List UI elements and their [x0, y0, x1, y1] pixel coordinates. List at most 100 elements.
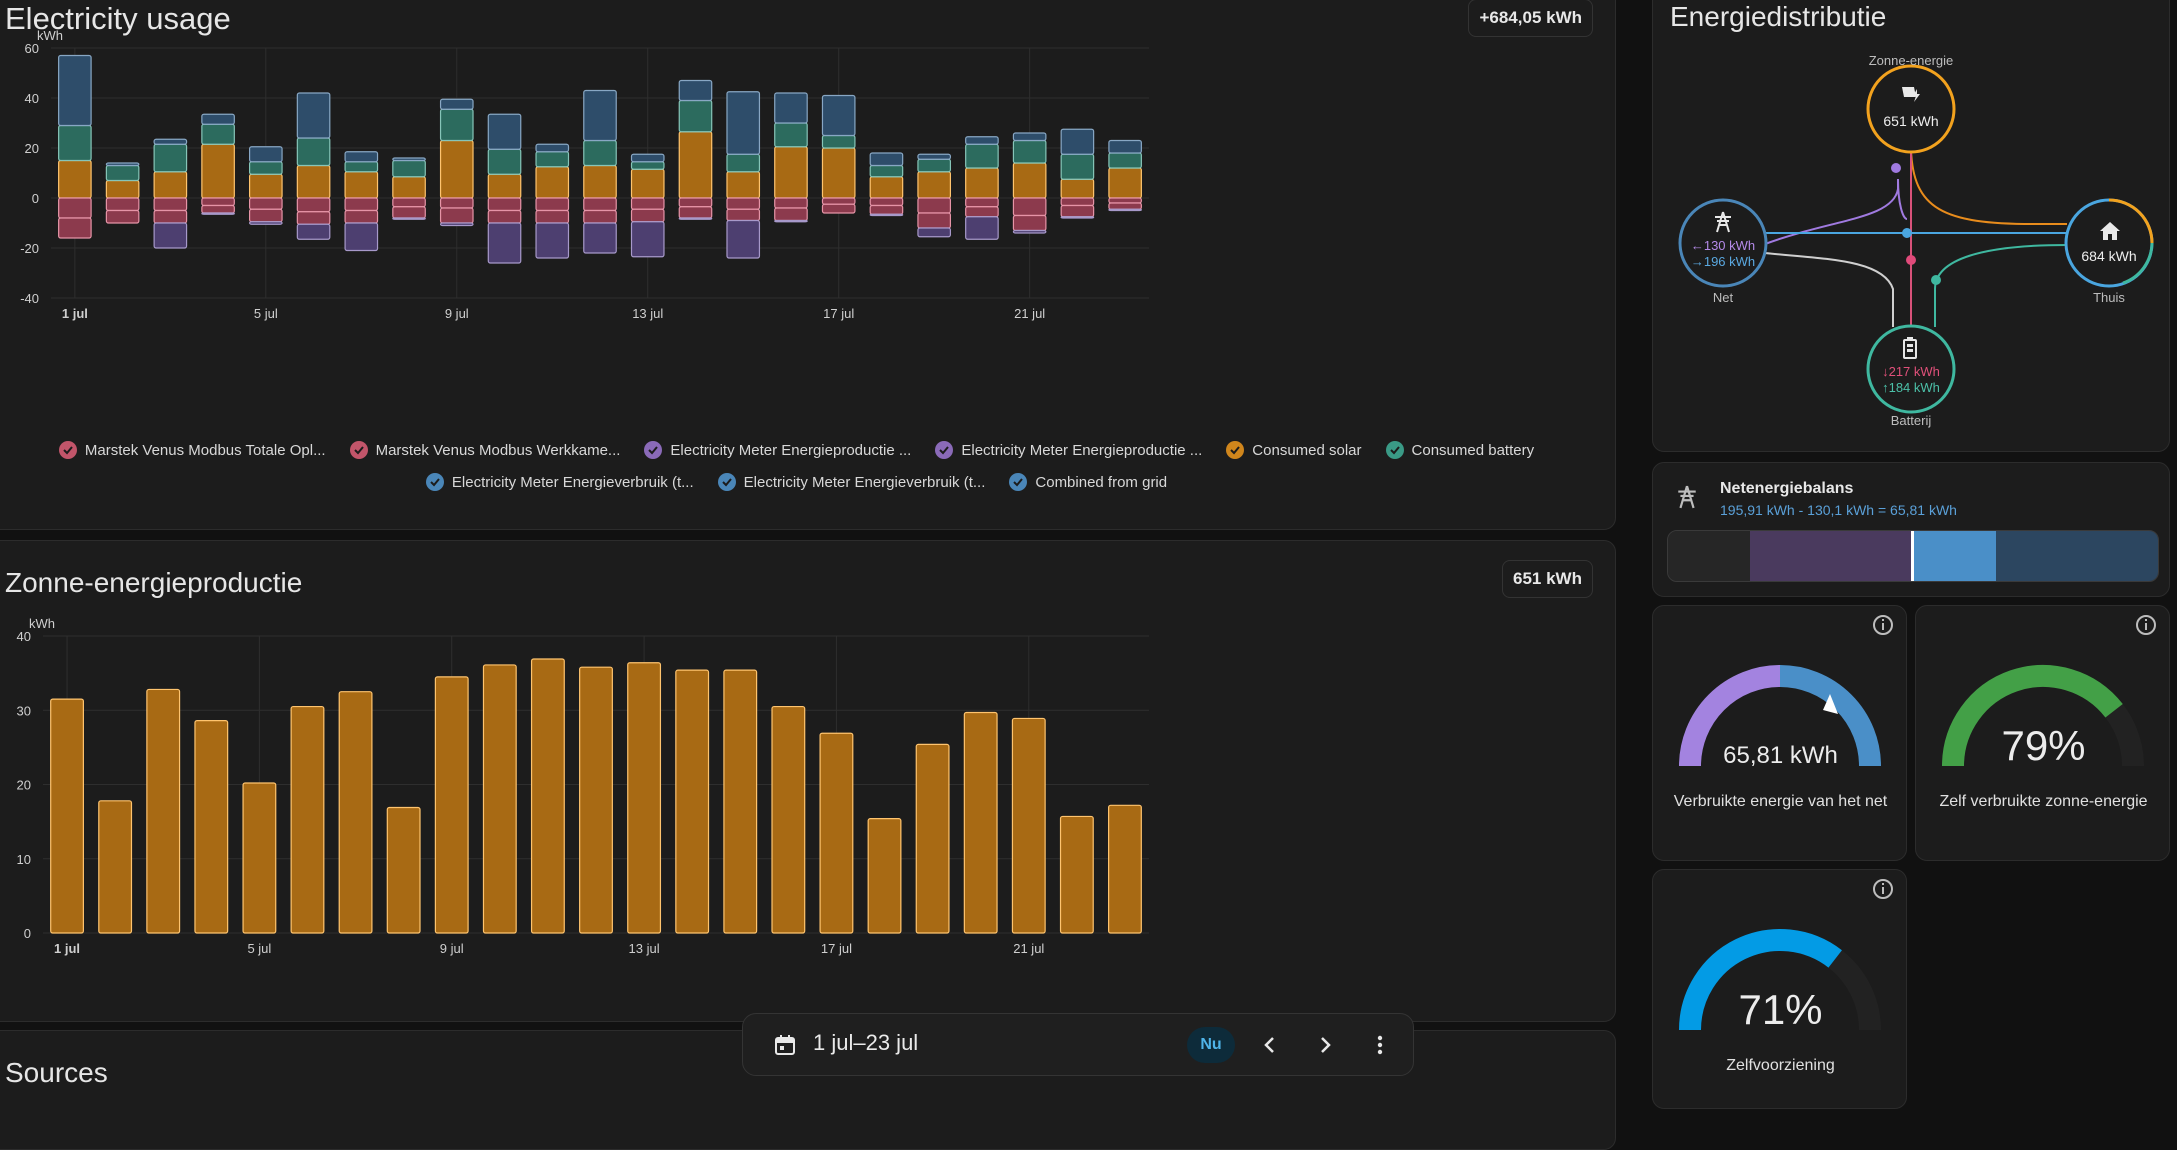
bar-segment-consumed-solar-23	[1108, 167, 1142, 199]
bar-segment-value-18	[867, 818, 902, 934]
grid-node-label: Net	[1712, 290, 1734, 305]
bar-segment-electricity-meter-energieproductie-7	[344, 222, 379, 252]
bar-segment-combined-from-grid-5	[248, 146, 283, 163]
bar-segment-combined-from-grid-1	[58, 54, 92, 127]
grid-node-ring	[1678, 198, 1768, 288]
legend-item[interactable]: Marstek Venus Modbus Werkkame...	[349, 441, 621, 459]
info-icon[interactable]	[2135, 614, 2157, 636]
legend-item[interactable]: Electricity Meter Energieproductie ...	[935, 441, 1202, 459]
bar-segment-marstek-venus-modbus-totale-opl-15	[726, 197, 761, 210]
check-icon	[1385, 441, 1404, 459]
bar-segment-marstek-venus-modbus-totale-opl-5	[248, 197, 283, 210]
bar-segment-combined-from-grid-9	[439, 98, 474, 110]
info-icon[interactable]	[1872, 878, 1894, 900]
home-icon	[2099, 221, 2121, 241]
flow-dot-purple	[1891, 163, 1901, 173]
bar-segment-marstek-venus-modbus-werkkame-23	[1108, 202, 1142, 210]
legend-item[interactable]: Combined from grid	[1009, 473, 1167, 491]
battery-node-in: ↓217 kWh	[1882, 364, 1940, 379]
bar-segment-consumed-battery-1	[58, 124, 92, 162]
bar-segment-consumed-battery-9	[439, 108, 474, 142]
bar-segment-marstek-venus-modbus-totale-opl-4	[201, 197, 235, 207]
bar-segment-value-7	[338, 691, 373, 934]
bar-segment-consumed-solar-14	[678, 131, 713, 199]
x-tick-label: 13 jul	[632, 306, 663, 321]
legend-label: Combined from grid	[1035, 473, 1168, 491]
check-icon	[425, 473, 444, 491]
bar-segment-consumed-solar-19	[917, 171, 952, 199]
bar-segment-marstek-venus-modbus-werkkame-16	[774, 207, 808, 222]
bar-segment-marstek-venus-modbus-werkkame-3	[153, 209, 188, 224]
bar-segment-consumed-solar-11	[535, 166, 570, 199]
balance-title: Netenergiebalans	[1720, 480, 1854, 497]
grid-node-in: ←130 kWh	[1690, 238, 1756, 253]
bar-segment-value-13	[627, 662, 662, 934]
bar-segment-marstek-venus-modbus-totale-opl-3	[153, 197, 188, 212]
bar-segment-combined-from-grid-16	[774, 92, 808, 124]
bar-segment-value-21	[1011, 717, 1046, 934]
calendar-icon[interactable]	[773, 1033, 797, 1057]
home-node-battery-segment	[2122, 242, 2154, 285]
bar-segment-consumed-solar-9	[439, 139, 474, 199]
bar-segment-marstek-venus-modbus-totale-opl-11	[535, 197, 570, 212]
check-icon	[935, 441, 954, 459]
flow-dot-teal	[1931, 275, 1941, 285]
legend-item[interactable]: Electricity Meter Energieproductie ...	[644, 441, 911, 459]
bar-segment-consumed-battery-12	[583, 139, 617, 167]
bar-segment-consumed-solar-5	[248, 173, 283, 199]
bar-segment-electricity-meter-energieproductie-14	[678, 217, 713, 220]
bar-segment-consumed-battery-4	[201, 123, 235, 145]
check-icon	[644, 441, 663, 459]
date-range-label[interactable]: 1 jul–23 jul	[813, 1030, 919, 1055]
bar-segment-marstek-venus-modbus-werkkame-19	[917, 212, 952, 229]
bar-segment-consumed-solar-22	[1060, 178, 1095, 199]
bar-segment-electricity-meter-energieproductie-20	[965, 216, 999, 240]
x-tick-label: 21 jul	[1014, 306, 1045, 321]
balance-bar-empty-left	[1668, 531, 1750, 581]
bar-segment-consumed-solar-18	[869, 176, 904, 199]
legend-item[interactable]: Consumed battery	[1385, 441, 1534, 459]
bar-segment-consumed-solar-13	[630, 168, 665, 199]
legend-item[interactable]: Electricity Meter Energieverbruik (t...	[425, 473, 694, 491]
bar-segment-consumed-battery-21	[1012, 139, 1047, 164]
legend-item[interactable]: Electricity Meter Energieverbruik (t...	[717, 473, 985, 491]
bar-segment-combined-from-grid-6	[296, 92, 331, 139]
self-sufficiency-value: 71%	[1738, 986, 1823, 1033]
bar-segment-combined-from-grid-21	[1012, 132, 1047, 142]
gauge-value-arc	[1942, 665, 2123, 767]
legend-label: Marstek Venus Modbus Werkkame...	[375, 441, 621, 459]
x-tick-label: 5 jul	[247, 941, 271, 956]
distribution-flow-diagram	[1678, 64, 2154, 414]
info-icon[interactable]	[1872, 614, 1894, 636]
bar-segment-consumed-solar-12	[583, 164, 617, 199]
dots-vertical-icon[interactable]	[1369, 1034, 1391, 1056]
bar-segment-marstek-venus-modbus-werkkame-5	[248, 208, 283, 223]
legend-label: Electricity Meter Energieverbruik (t...	[451, 473, 694, 491]
distribution-title: Energiedistributie	[1670, 1, 1887, 32]
self-consumed-gauge	[1942, 665, 2144, 767]
x-tick-label: 21 jul	[1013, 941, 1044, 956]
bar-segment-marstek-venus-modbus-werkkame-20	[965, 206, 999, 218]
bar-segment-consumed-battery-3	[153, 143, 188, 173]
battery-node-ring	[1866, 324, 1956, 414]
bar-segment-electricity-meter-energieproductie-23	[1108, 208, 1142, 212]
bar-segment-marstek-venus-modbus-werkkame-6	[296, 211, 331, 225]
bar-segment-consumed-solar-16	[774, 146, 808, 199]
y-tick-label: 60	[25, 41, 39, 56]
bar-segment-marstek-venus-modbus-totale-opl-7	[344, 197, 379, 212]
bar-segment-marstek-venus-modbus-werkkame-11	[535, 209, 570, 224]
grid-used-gauge-card: 65,81 kWh Verbruikte energie van het net	[1652, 605, 1907, 861]
bar-segment-electricity-meter-energieproductie-9	[439, 222, 474, 227]
bar-segment-combined-from-grid-14	[678, 79, 713, 102]
bar-segment-marstek-venus-modbus-totale-opl-1	[58, 197, 92, 219]
legend-label: Consumed solar	[1252, 441, 1362, 459]
bar-segment-marstek-venus-modbus-totale-opl-8	[392, 197, 426, 208]
legend-item[interactable]: Marstek Venus Modbus Totale Opl...	[58, 441, 326, 459]
flow-line-solar-home	[1910, 148, 2067, 225]
bar-segment-consumed-solar-6	[296, 164, 331, 199]
legend-item[interactable]: Consumed solar	[1226, 441, 1362, 459]
chevron-left-icon[interactable]	[1259, 1034, 1281, 1056]
now-button[interactable]: Nu	[1187, 1027, 1235, 1063]
bar-segment-combined-from-grid-19	[917, 153, 952, 160]
chevron-right-icon[interactable]	[1314, 1034, 1336, 1056]
